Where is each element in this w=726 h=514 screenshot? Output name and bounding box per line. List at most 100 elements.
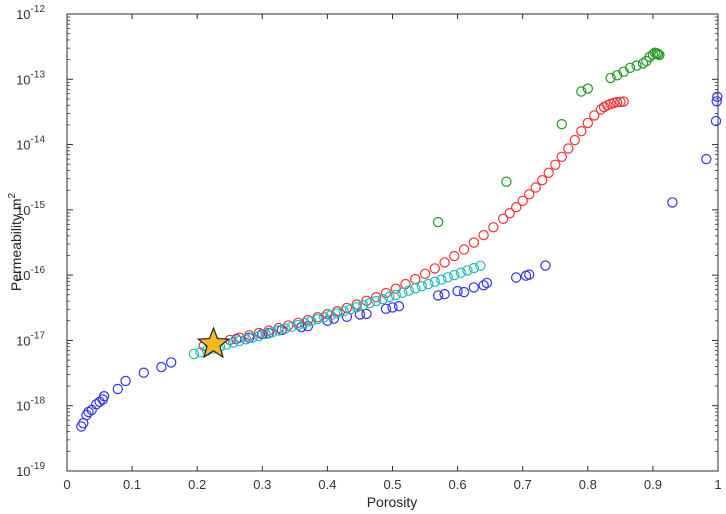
data-point	[501, 176, 512, 187]
data-point	[449, 269, 460, 281]
data-point	[419, 268, 431, 279]
data-point	[455, 267, 467, 278]
data-point	[556, 118, 568, 130]
data-point	[468, 237, 480, 248]
x-axis: 0 0.1 0.2 0.3 0.4 0.5 0.6 0.7 0.8 0.9 1	[63, 14, 722, 492]
data-point	[530, 182, 541, 193]
series-3	[432, 47, 665, 228]
y-tick-exponent: -18	[31, 396, 46, 407]
data-points	[76, 47, 723, 432]
data-point	[279, 323, 291, 334]
y-tick-label: 10-19	[16, 461, 45, 479]
data-point	[253, 330, 265, 342]
data-point	[292, 319, 304, 331]
data-point	[120, 375, 131, 387]
data-point	[410, 283, 421, 294]
data-point	[624, 62, 636, 74]
x-tick-label: 0.2	[188, 477, 206, 492]
data-point	[452, 285, 463, 297]
data-point	[429, 276, 440, 287]
data-point	[325, 310, 336, 321]
data-point	[234, 335, 245, 347]
x-axis-title: Porosity	[367, 494, 418, 510]
data-point	[582, 83, 594, 94]
data-point	[576, 86, 587, 97]
data-point	[511, 201, 522, 213]
data-point	[615, 96, 626, 108]
annotations	[196, 326, 231, 359]
data-point	[305, 315, 317, 327]
star-marker	[196, 326, 231, 359]
data-point	[234, 332, 245, 343]
data-point	[165, 357, 177, 368]
data-point	[468, 282, 480, 293]
data-point	[416, 281, 427, 292]
data-point	[611, 70, 623, 81]
x-tick-label: 0.5	[383, 477, 401, 492]
data-point	[488, 222, 499, 233]
data-point	[387, 302, 398, 313]
x-tick-label: 0	[63, 477, 70, 492]
y-tick-exponent: -14	[31, 135, 46, 146]
data-point	[631, 60, 642, 71]
data-point	[432, 290, 444, 301]
data-point	[429, 263, 440, 274]
y-tick-label: 10-14	[16, 135, 45, 153]
series-2	[188, 260, 486, 360]
x-tick-label: 1	[714, 477, 721, 492]
data-point	[390, 289, 401, 301]
data-point	[475, 260, 486, 271]
x-tick-label: 0.4	[318, 477, 336, 492]
data-point	[312, 313, 323, 325]
data-point	[322, 315, 333, 326]
data-point	[112, 383, 124, 395]
data-point	[432, 216, 444, 228]
data-point	[260, 328, 271, 340]
data-point	[286, 321, 297, 332]
y-tick-label: 10-17	[16, 330, 45, 348]
data-point	[400, 278, 411, 290]
data-point	[393, 301, 405, 312]
data-point	[524, 189, 535, 200]
y-tick-exponent: -16	[31, 265, 46, 276]
data-point	[540, 260, 551, 271]
data-point	[637, 58, 649, 69]
data-point	[701, 153, 712, 165]
data-point	[354, 309, 366, 320]
y-axis-title: Permeability m2	[7, 192, 24, 291]
data-point	[403, 285, 414, 296]
data-point	[712, 91, 723, 103]
data-point	[371, 295, 382, 307]
data-point	[478, 229, 489, 241]
data-point	[442, 272, 453, 283]
data-point	[550, 159, 561, 170]
data-point	[524, 269, 535, 280]
data-point	[318, 312, 330, 323]
data-point	[563, 143, 574, 154]
y-tick-label: 10-13	[16, 69, 45, 87]
data-point	[468, 262, 480, 274]
data-point	[543, 167, 554, 178]
data-point	[511, 272, 522, 283]
data-point	[569, 134, 581, 146]
data-point	[332, 308, 343, 319]
x-tick-label: 0.8	[579, 477, 597, 492]
data-point	[423, 278, 434, 290]
data-point	[345, 304, 356, 315]
y-tick-exponent: -12	[31, 4, 46, 15]
data-point	[710, 115, 722, 127]
data-point	[377, 293, 388, 305]
data-point	[478, 280, 489, 291]
data-point	[138, 367, 149, 378]
data-point	[504, 207, 515, 219]
data-point	[266, 327, 278, 338]
data-point	[517, 195, 528, 207]
data-point	[462, 265, 473, 276]
data-point	[384, 291, 395, 303]
data-point	[397, 287, 408, 298]
x-tick-label: 0.9	[644, 477, 662, 492]
data-point	[667, 197, 678, 208]
data-point	[498, 213, 509, 224]
data-point	[439, 289, 450, 300]
